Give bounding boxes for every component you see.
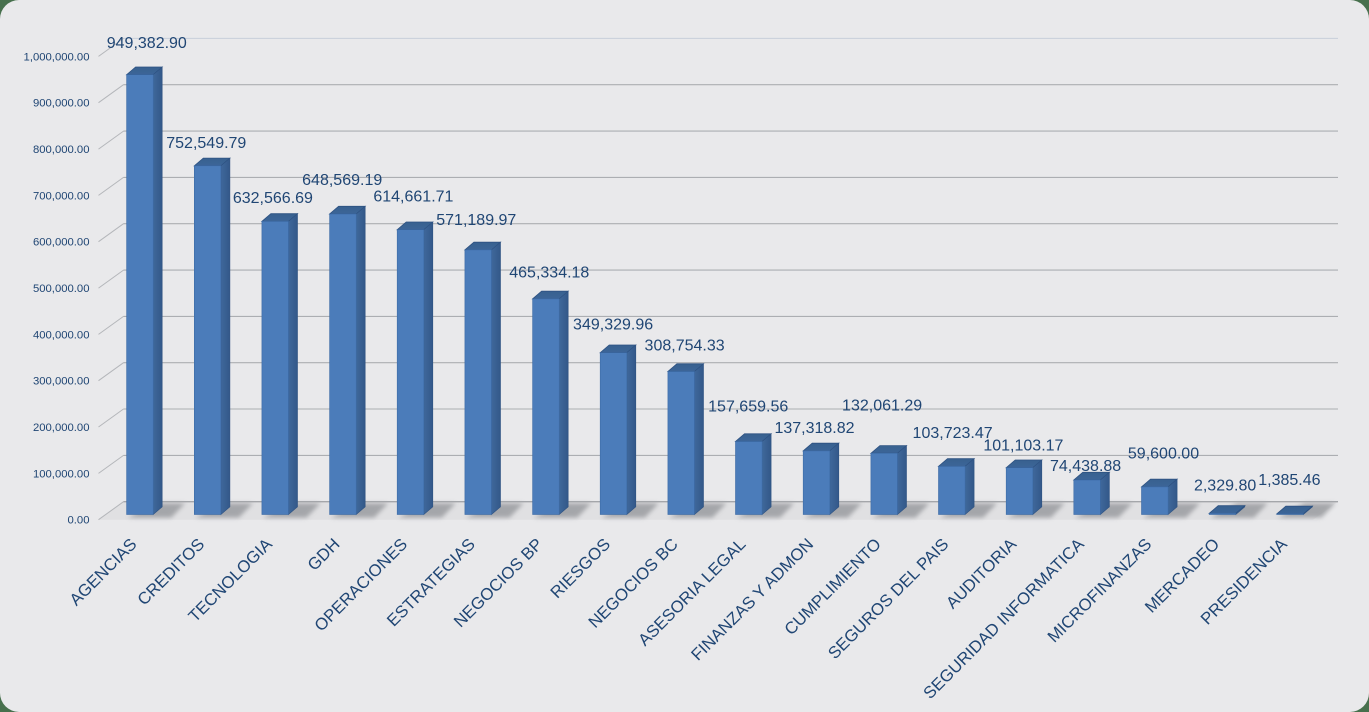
svg-text:RIESGOS: RIESGOS (547, 535, 615, 603)
svg-text:648,569.19: 648,569.19 (302, 172, 382, 189)
svg-text:1,000,000.00: 1,000,000.00 (24, 51, 90, 63)
svg-text:400,000.00: 400,000.00 (33, 329, 90, 341)
svg-text:752,549.79: 752,549.79 (166, 135, 246, 152)
svg-text:465,334.18: 465,334.18 (509, 264, 589, 281)
svg-text:700,000.00: 700,000.00 (33, 190, 90, 202)
svg-text:AGENCIAS: AGENCIAS (66, 535, 141, 610)
svg-text:CREDITOS: CREDITOS (134, 535, 209, 610)
svg-text:132,061.29: 132,061.29 (842, 397, 922, 414)
svg-text:571,189.97: 571,189.97 (436, 212, 516, 229)
svg-text:100,000.00: 100,000.00 (33, 468, 90, 480)
svg-text:900,000.00: 900,000.00 (33, 98, 90, 110)
svg-text:1,385.46: 1,385.46 (1258, 472, 1320, 489)
svg-text:614,661.71: 614,661.71 (373, 188, 453, 205)
svg-text:SEGUROS DEL PAIS: SEGUROS DEL PAIS (824, 535, 952, 663)
svg-text:59,600.00: 59,600.00 (1128, 446, 1199, 463)
svg-text:101,103.17: 101,103.17 (983, 438, 1063, 455)
svg-text:632,566.69: 632,566.69 (233, 190, 313, 207)
svg-text:137,318.82: 137,318.82 (774, 420, 854, 437)
svg-text:800,000.00: 800,000.00 (33, 144, 90, 156)
svg-text:308,754.33: 308,754.33 (645, 338, 725, 355)
svg-text:FINANZAS Y ADMON: FINANZAS Y ADMON (687, 535, 817, 665)
svg-text:349,329.96: 349,329.96 (573, 317, 653, 334)
svg-text:2,329.80: 2,329.80 (1194, 478, 1256, 495)
svg-text:103,723.47: 103,723.47 (913, 425, 993, 442)
svg-text:300,000.00: 300,000.00 (33, 376, 90, 388)
svg-text:0.00: 0.00 (68, 515, 90, 527)
svg-text:157,659.56: 157,659.56 (708, 399, 788, 416)
svg-text:500,000.00: 500,000.00 (33, 283, 90, 295)
svg-text:74,438.88: 74,438.88 (1050, 458, 1121, 475)
svg-text:600,000.00: 600,000.00 (33, 237, 90, 249)
svg-text:200,000.00: 200,000.00 (33, 422, 90, 434)
svg-text:949,382.90: 949,382.90 (107, 35, 187, 52)
svg-text:GDH: GDH (304, 535, 344, 575)
